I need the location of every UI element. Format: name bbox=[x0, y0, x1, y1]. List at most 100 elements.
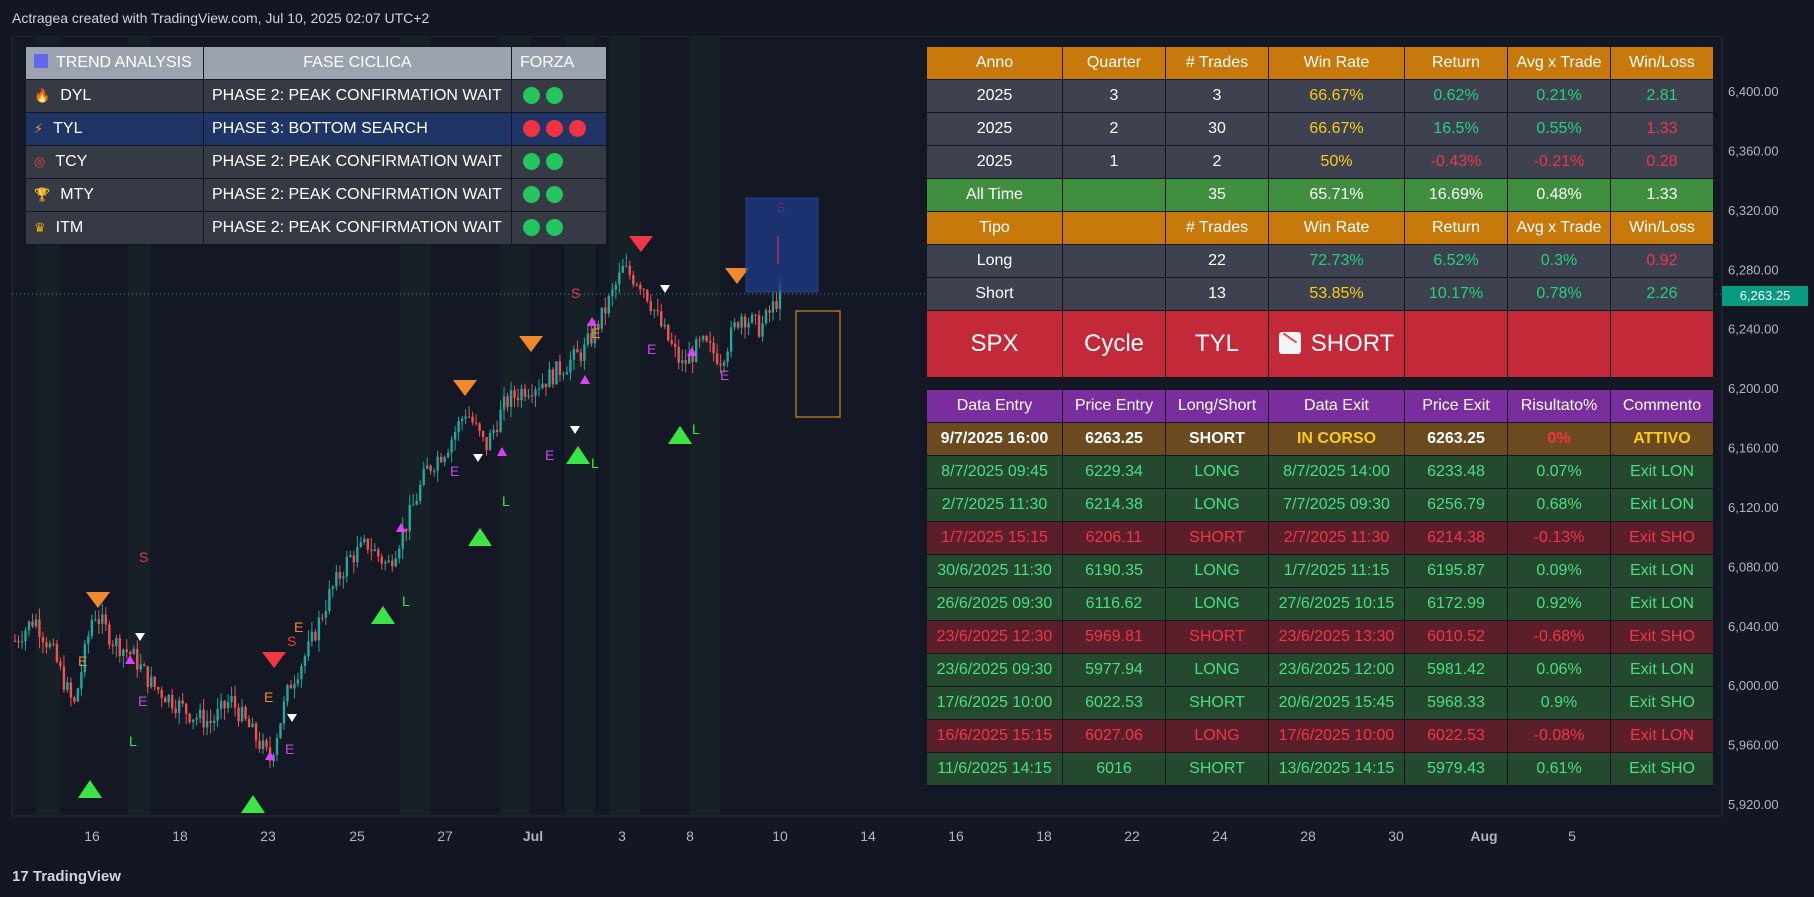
trade-cell: 2/7/2025 11:30 bbox=[926, 488, 1063, 522]
trade-row: 2/7/2025 11:30 6214.38 LONG 7/7/2025 09:30 6… bbox=[926, 488, 1714, 522]
strength-dot bbox=[546, 120, 563, 138]
trades-log-table: Data Entry Price Entry Long/Short Data Exit… bbox=[926, 389, 1714, 786]
trade-cell: Exit SHO bbox=[1610, 521, 1714, 555]
candle-body bbox=[492, 429, 495, 434]
trade-cell: 6195.87 bbox=[1404, 554, 1508, 588]
strength-dot bbox=[546, 153, 563, 171]
stats-header-cell: Avg x Trade bbox=[1507, 46, 1611, 80]
candle-body bbox=[523, 388, 527, 397]
trades-header-cell: Price Exit bbox=[1404, 389, 1508, 423]
y-axis-tick-label: 6,120.00 bbox=[1728, 500, 1779, 515]
candle-body bbox=[251, 723, 254, 728]
long-signal-marker bbox=[668, 426, 692, 444]
candle-body bbox=[108, 624, 111, 645]
cycle-banner-row: SPX Cycle TYL SHORT bbox=[926, 310, 1714, 378]
candle-body bbox=[177, 700, 181, 714]
x-axis-tick-label: 24 bbox=[1212, 828, 1228, 844]
candle-body bbox=[289, 684, 293, 689]
candle-body bbox=[474, 422, 478, 424]
candle-body bbox=[328, 588, 331, 611]
candle-body bbox=[111, 644, 115, 647]
trade-cell: Exit SHO bbox=[1610, 752, 1714, 786]
candle-body bbox=[90, 619, 94, 637]
candle-body bbox=[167, 695, 170, 703]
trade-row: 23/6/2025 12:30 5969.81 SHORT 23/6/2025 13:… bbox=[926, 620, 1714, 654]
candle-body bbox=[363, 538, 366, 542]
trade-cell: 11/6/2025 14:15 bbox=[926, 752, 1063, 786]
candle-body bbox=[422, 468, 425, 485]
projection-box bbox=[795, 310, 841, 418]
x-axis-tick-label: 5 bbox=[1568, 828, 1576, 844]
candle-body bbox=[747, 322, 750, 328]
candle-body bbox=[219, 700, 223, 710]
y-axis-tick-label: 6,360.00 bbox=[1728, 143, 1779, 158]
trade-cell: 6214.38 bbox=[1404, 521, 1508, 555]
candle-body bbox=[62, 666, 66, 690]
candle-body bbox=[286, 684, 289, 702]
candle-body bbox=[586, 333, 590, 345]
candle-body bbox=[191, 719, 195, 723]
crown-icon: ♛ bbox=[34, 221, 46, 236]
trades-header-cell: Commento bbox=[1610, 389, 1714, 423]
trade-cell: Exit LON bbox=[1610, 587, 1714, 621]
x-axis-tick-label: 30 bbox=[1388, 828, 1404, 844]
trade-cell: 0.68% bbox=[1507, 488, 1611, 522]
candle-body bbox=[687, 353, 691, 364]
long-signal-marker bbox=[241, 795, 265, 813]
candle-body bbox=[667, 324, 670, 341]
trade-cell: 5968.33 bbox=[1404, 686, 1508, 720]
stats-header-row: Tipo # Trades Win Rate Return Avg x Trade Win… bbox=[926, 211, 1714, 245]
candle-body bbox=[506, 396, 509, 407]
trade-row: 23/6/2025 09:30 5977.94 LONG 23/6/2025 12:0… bbox=[926, 653, 1714, 687]
active-trade-cell: ATTIVO bbox=[1610, 422, 1714, 456]
trade-row: 17/6/2025 10:00 6022.53 SHORT 20/6/2025 15:… bbox=[926, 686, 1714, 720]
win-rate-cell: 72.73% bbox=[1268, 244, 1405, 278]
trade-cell: 6190.35 bbox=[1062, 554, 1166, 588]
y-axis-tick-label: 6,320.00 bbox=[1728, 203, 1779, 218]
candle-body bbox=[226, 701, 230, 709]
candle-body bbox=[34, 619, 38, 627]
candle-body bbox=[391, 560, 394, 567]
strength-dot bbox=[546, 87, 563, 105]
candle-body bbox=[335, 572, 338, 587]
trade-cell: 6027.06 bbox=[1062, 719, 1166, 753]
trend-row: ◎ TCY PHASE 2: PEAK CONFIRMATION WAIT bbox=[25, 145, 607, 179]
trade-cell: 1/7/2025 15:15 bbox=[926, 521, 1063, 555]
candle-body bbox=[541, 383, 544, 389]
candle-body bbox=[715, 353, 719, 364]
candle-body bbox=[705, 336, 708, 342]
active-trade-cell: 9/7/2025 16:00 bbox=[926, 422, 1063, 456]
forza-cell bbox=[511, 211, 607, 245]
forza-cell bbox=[511, 112, 607, 146]
exit-marker bbox=[570, 426, 580, 434]
candle-body bbox=[384, 562, 387, 564]
trades-count-cell: 30 bbox=[1165, 112, 1269, 146]
candle-body bbox=[139, 664, 142, 670]
candle-body bbox=[282, 701, 286, 724]
candle-body bbox=[642, 289, 645, 291]
short-signal-marker bbox=[262, 652, 286, 668]
trend-name: MTY bbox=[60, 186, 94, 203]
long-signal-marker bbox=[78, 780, 102, 798]
trade-cell: 6010.52 bbox=[1404, 620, 1508, 654]
candle-body bbox=[499, 409, 502, 432]
candle-body bbox=[740, 316, 743, 328]
tradingview-logo[interactable]: 17 TradingView bbox=[12, 868, 121, 885]
trade-cell: -0.68% bbox=[1507, 620, 1611, 654]
candle-body bbox=[115, 638, 118, 647]
trend-row: ⚡ TYL PHASE 3: BOTTOM SEARCH bbox=[25, 112, 607, 146]
trades-count-cell: 13 bbox=[1165, 277, 1269, 311]
signal-letter: E bbox=[285, 741, 294, 757]
candle-body bbox=[349, 555, 352, 557]
candle-body bbox=[380, 556, 383, 564]
chart-header: Actragea created with TradingView.com, J… bbox=[0, 0, 1814, 36]
header-label: TREND ANALYSIS bbox=[56, 54, 192, 71]
active-trade-cell: 6263.25 bbox=[1404, 422, 1508, 456]
magenta-marker bbox=[580, 375, 590, 384]
x-axis-tick-label: 25 bbox=[349, 828, 365, 844]
trade-cell: Exit LON bbox=[1610, 554, 1714, 588]
active-trade-row: 9/7/2025 16:00 6263.25 SHORT IN CORSO 6263.2… bbox=[926, 422, 1714, 456]
candle-body bbox=[569, 359, 572, 373]
candle-body bbox=[345, 556, 349, 577]
x-axis-tick-label: 8 bbox=[686, 828, 694, 844]
